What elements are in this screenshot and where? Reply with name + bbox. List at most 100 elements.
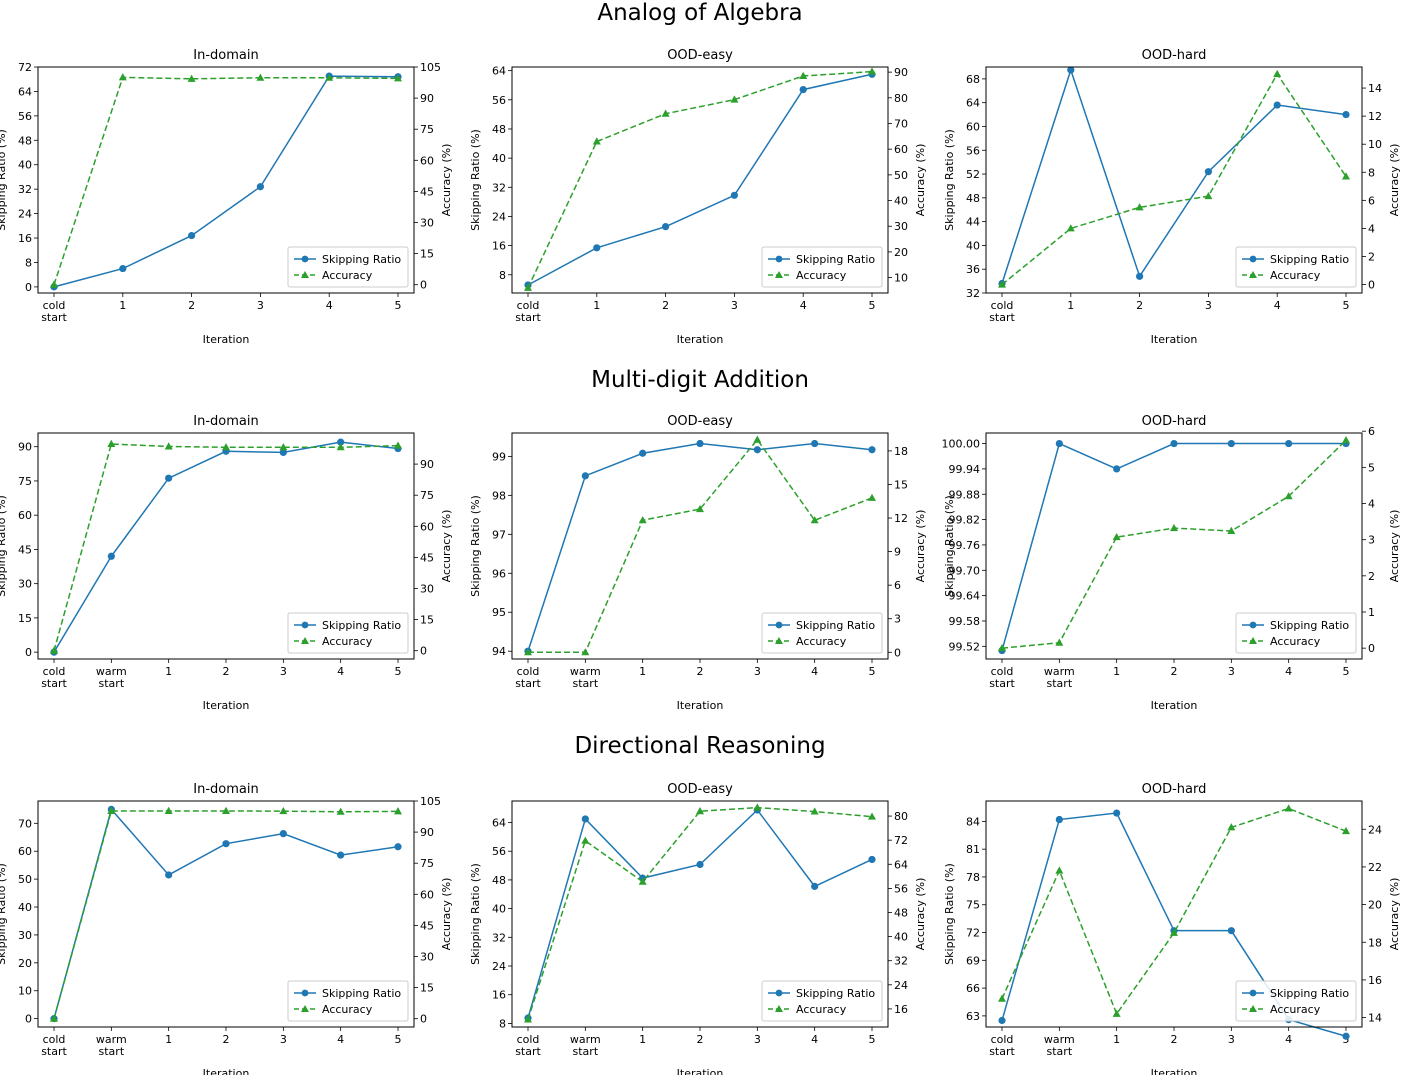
y-tick-label: 72	[18, 61, 32, 74]
y-tick-label: 48	[492, 123, 506, 136]
plot-frame	[985, 800, 1363, 1028]
legend-marker	[301, 637, 309, 644]
y-axis-label: Skipping Ratio (%)	[0, 129, 8, 231]
x-tick-label: 4	[1274, 299, 1281, 312]
y2-axis-label: Accuracy (%)	[1388, 510, 1401, 583]
legend-label: Skipping Ratio	[1270, 619, 1349, 632]
x-tick-label: 3	[257, 299, 264, 312]
x-tick-label: cold	[43, 1033, 66, 1046]
y2-tick-label: 60	[894, 143, 908, 156]
accuracy-point	[998, 280, 1006, 288]
legend-marker	[301, 621, 309, 629]
legend-box	[761, 612, 883, 654]
x-tick-label: 3	[280, 665, 287, 678]
legend-label: Accuracy	[796, 1003, 847, 1016]
y-tick-label: 0	[25, 281, 32, 294]
accuracy-point	[696, 504, 704, 513]
chart-title: OOD-easy	[667, 48, 733, 63]
y2-tick-label: 40	[894, 195, 908, 208]
plot-frame	[37, 800, 415, 1028]
x-axis-label: Iteration	[677, 1067, 724, 1075]
x-axis-label: Iteration	[677, 699, 724, 712]
skipping-ratio-point	[1227, 439, 1235, 448]
chart-title: OOD-hard	[1142, 782, 1207, 797]
accuracy-point	[524, 283, 532, 291]
y2-tick-label: 0	[1368, 642, 1375, 655]
y2-tick-label: 0	[420, 1013, 427, 1026]
y-axis-label: Skipping Ratio (%)	[943, 129, 956, 231]
accuracy-point	[998, 643, 1006, 652]
legend-label: Skipping Ratio	[322, 619, 401, 632]
y-axis-label: Skipping Ratio (%)	[0, 495, 8, 597]
legend-marker	[301, 271, 309, 278]
x-tick-label: 2	[1171, 665, 1178, 678]
skipping-ratio-point	[165, 871, 173, 879]
accuracy-point	[394, 441, 402, 449]
y2-tick-label: 24	[1368, 823, 1382, 836]
legend-box	[287, 980, 409, 1022]
y-tick-label: 16	[18, 232, 32, 245]
y2-tick-label: 90	[894, 66, 908, 79]
x-tick-label: cold	[43, 665, 66, 678]
chart-panel-4: OOD-easy9495969798990369121518coldstartw…	[469, 414, 927, 712]
chart-panel-3: In-domain01530456075900153045607590colds…	[0, 414, 453, 712]
legend-label: Accuracy	[796, 635, 847, 648]
legend-label: Accuracy	[322, 269, 373, 282]
x-tick-label: 4	[326, 299, 333, 312]
y2-axis-label: Accuracy (%)	[1388, 878, 1401, 951]
x-tick-label: warm	[1044, 1033, 1075, 1046]
y-tick-label: 45	[18, 543, 32, 556]
y2-tick-label: 75	[420, 857, 434, 870]
accuracy-point	[592, 137, 601, 145]
x-axis-label: Iteration	[1151, 333, 1198, 346]
y2-tick-label: 45	[420, 919, 434, 932]
accuracy-point	[1204, 191, 1213, 200]
y2-tick-label: 105	[420, 61, 441, 74]
accuracy-point	[868, 67, 876, 75]
y2-tick-label: 12	[1368, 110, 1382, 123]
accuracy-point	[256, 73, 265, 81]
x-tick-label: cold	[517, 665, 540, 678]
accuracy-point	[164, 442, 173, 450]
legend-label: Accuracy	[1270, 1003, 1321, 1016]
y-tick-label: 99.70	[949, 564, 981, 577]
y2-tick-label: 56	[894, 882, 908, 895]
y2-tick-label: 16	[1368, 974, 1382, 987]
accuracy-point	[1170, 523, 1178, 532]
y-tick-label: 40	[492, 903, 506, 916]
y2-tick-label: 80	[894, 92, 908, 105]
y2-tick-label: 2	[1368, 251, 1375, 264]
x-tick-label: 2	[662, 299, 669, 312]
skipping-ratio-point	[811, 882, 819, 890]
y-tick-label: 97	[492, 528, 506, 541]
x-tick-label: start	[515, 311, 541, 324]
accuracy-point	[730, 95, 739, 103]
accuracy-point	[336, 443, 345, 451]
skipping-ratio-point	[279, 830, 287, 838]
y2-tick-label: 75	[420, 489, 434, 502]
skipping-ratio-point	[394, 843, 402, 851]
x-tick-label: 1	[119, 299, 126, 312]
x-tick-label: start	[1047, 1045, 1073, 1058]
x-tick-label: 5	[395, 299, 402, 312]
legend-label: Accuracy	[1270, 269, 1321, 282]
x-tick-label: cold	[991, 665, 1014, 678]
skipping-ratio-point	[1067, 66, 1075, 74]
accuracy-point	[1284, 804, 1293, 812]
y-tick-label: 99.94	[949, 463, 981, 476]
y2-tick-label: 15	[894, 478, 908, 491]
y2-tick-label: 90	[420, 826, 434, 839]
y-tick-label: 32	[492, 931, 506, 944]
legend-marker	[1249, 637, 1257, 644]
legend-box	[1235, 246, 1357, 288]
accuracy-point	[1170, 928, 1178, 936]
plot-frame	[985, 66, 1363, 294]
legend-label: Skipping Ratio	[796, 619, 875, 632]
y-tick-label: 70	[18, 817, 32, 830]
y-tick-label: 40	[18, 901, 32, 914]
y2-tick-label: 32	[894, 955, 908, 968]
y-axis-label: Skipping Ratio (%)	[469, 129, 482, 231]
y-tick-label: 68	[966, 73, 980, 86]
legend-marker	[775, 989, 783, 997]
y2-tick-label: 45	[420, 185, 434, 198]
